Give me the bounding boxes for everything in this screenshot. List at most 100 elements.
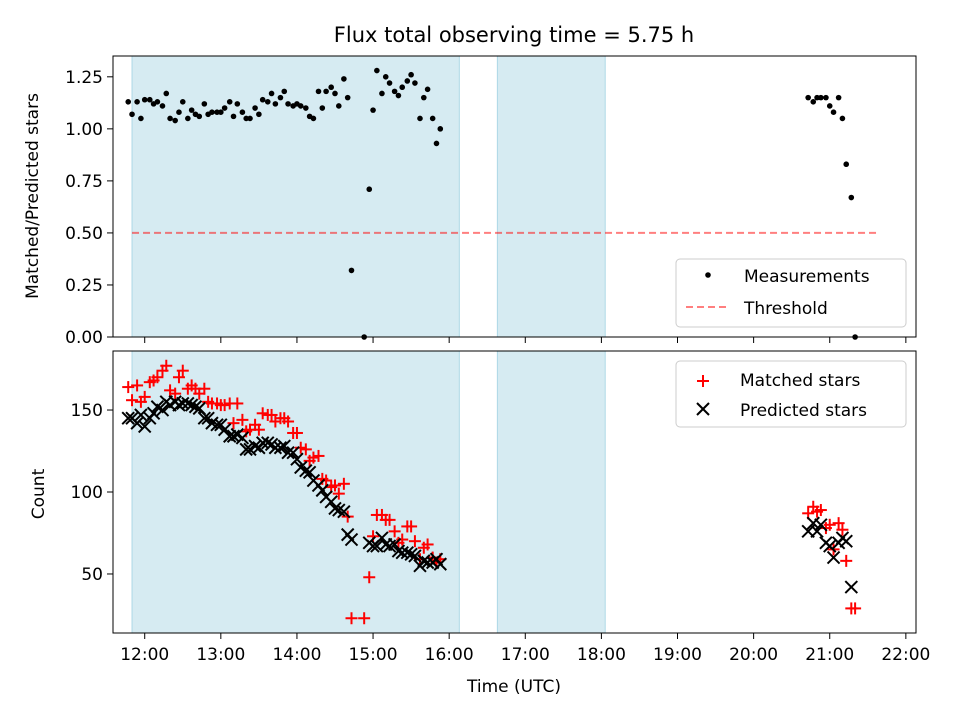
predicted-star-point — [823, 539, 837, 553]
predicted-star-point — [197, 411, 212, 425]
measurement-point — [159, 103, 166, 109]
x-tick-label: 13:00 — [196, 645, 245, 665]
measurement-point — [230, 113, 237, 120]
measurement-point — [146, 96, 153, 103]
measurement-point — [323, 88, 329, 95]
predicted-star-point — [248, 439, 262, 453]
measurement-point — [437, 126, 444, 132]
measurement-point — [319, 105, 326, 111]
predicted-star-point — [277, 439, 291, 453]
predicted-star-point — [420, 555, 435, 570]
measurement-point — [256, 111, 262, 118]
matched-star-point — [358, 612, 371, 625]
matched-star-point — [160, 359, 173, 372]
measurement-point — [366, 186, 373, 193]
ratio-y-tick-label: 1.00 — [65, 120, 103, 140]
measurement-point — [839, 115, 846, 122]
matched-star-point — [169, 387, 182, 400]
matched-star-point — [408, 535, 421, 548]
measurement-point — [399, 84, 406, 91]
matched-star-point — [388, 525, 401, 538]
measurement-point — [201, 101, 208, 107]
measurement-point — [835, 94, 842, 101]
ratio-panel: 0.00 0.25 0.50 0.75 1.00 1.25 Matched/Predict… — [23, 55, 917, 348]
observing-interval-1 — [131, 55, 460, 338]
predicted-star-point — [337, 504, 351, 519]
predicted-star-point — [302, 465, 317, 480]
predicted-star-point — [344, 532, 359, 547]
predicted-star-point — [404, 547, 418, 562]
ratio-y-tick-label: 0.00 — [65, 328, 103, 348]
matched-star-point — [138, 390, 151, 403]
measurement-point — [374, 67, 380, 74]
measurement-point — [328, 84, 334, 91]
matched-star-point — [337, 477, 350, 490]
measurement-point — [226, 98, 233, 105]
measurement-point — [239, 109, 246, 115]
predicted-star-point — [210, 418, 224, 432]
measurement-point — [370, 107, 376, 113]
matched-star-point — [282, 415, 295, 428]
measurement-point — [134, 98, 140, 105]
measurement-point — [395, 92, 402, 99]
measurement-point — [382, 74, 389, 80]
predicted-star-point — [290, 452, 304, 466]
matched-star-point — [131, 379, 144, 392]
observing-interval-2 — [496, 350, 606, 634]
legend-predicted-marker — [696, 402, 710, 416]
measurement-point — [129, 111, 135, 118]
observing-interval-2 — [496, 55, 606, 338]
measurement-point — [172, 117, 178, 124]
measurement-point — [810, 98, 817, 105]
measurement-point — [315, 88, 322, 95]
matched-stars-points — [122, 359, 862, 625]
matched-star-point — [345, 612, 358, 625]
x-tick-label: 15:00 — [349, 645, 398, 665]
predicted-star-point — [181, 396, 195, 411]
measurement-points — [125, 67, 858, 340]
measurement-point — [247, 115, 253, 122]
matched-star-point — [332, 487, 345, 500]
predicted-star-point — [286, 445, 300, 460]
matched-star-point — [176, 364, 189, 377]
measurement-point — [332, 90, 338, 97]
measurement-point — [277, 94, 284, 101]
measurement-point — [188, 107, 195, 113]
matched-star-point — [252, 423, 265, 436]
count-y-tick-label: 50 — [81, 565, 103, 585]
measurement-point — [303, 105, 309, 111]
ratio-legend-box — [675, 258, 907, 328]
legend-measurements-marker — [705, 272, 711, 278]
matched-star-point — [236, 413, 249, 426]
x-tick-label: 21:00 — [805, 645, 854, 665]
measurement-point — [154, 98, 161, 105]
measurement-point — [848, 194, 855, 201]
matched-star-point — [814, 504, 827, 517]
x-tick-label: 20:00 — [729, 645, 778, 665]
matched-star-point — [823, 518, 836, 531]
predicted-star-point — [281, 445, 295, 460]
matched-star-point — [328, 479, 341, 492]
measurement-point — [433, 140, 440, 147]
x-tick-label: 19:00 — [653, 645, 702, 665]
measurement-point — [285, 101, 291, 107]
measurement-point — [125, 98, 132, 105]
predicted-star-point — [121, 411, 135, 425]
measurement-point — [272, 101, 279, 107]
measurement-point — [417, 115, 423, 122]
measurement-point — [408, 71, 414, 78]
measurement-point — [336, 103, 342, 109]
ratio-x-ticks — [144, 337, 907, 343]
count-legend: Matched stars Predicted stars — [675, 360, 907, 428]
predicted-star-point — [217, 422, 232, 437]
predicted-star-point — [810, 524, 824, 539]
measurement-point — [404, 78, 411, 84]
count-legend-box — [675, 360, 907, 428]
measurement-point — [310, 115, 317, 122]
count-y-tick-label: 100 — [71, 483, 103, 503]
measurement-point — [420, 94, 427, 101]
measurement-point — [259, 96, 266, 103]
matched-star-point — [312, 449, 325, 462]
measurement-point — [429, 115, 436, 122]
